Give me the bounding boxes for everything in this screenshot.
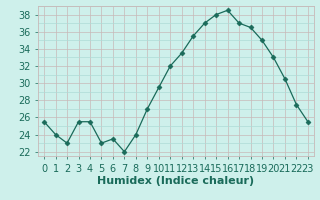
X-axis label: Humidex (Indice chaleur): Humidex (Indice chaleur) bbox=[97, 176, 255, 186]
